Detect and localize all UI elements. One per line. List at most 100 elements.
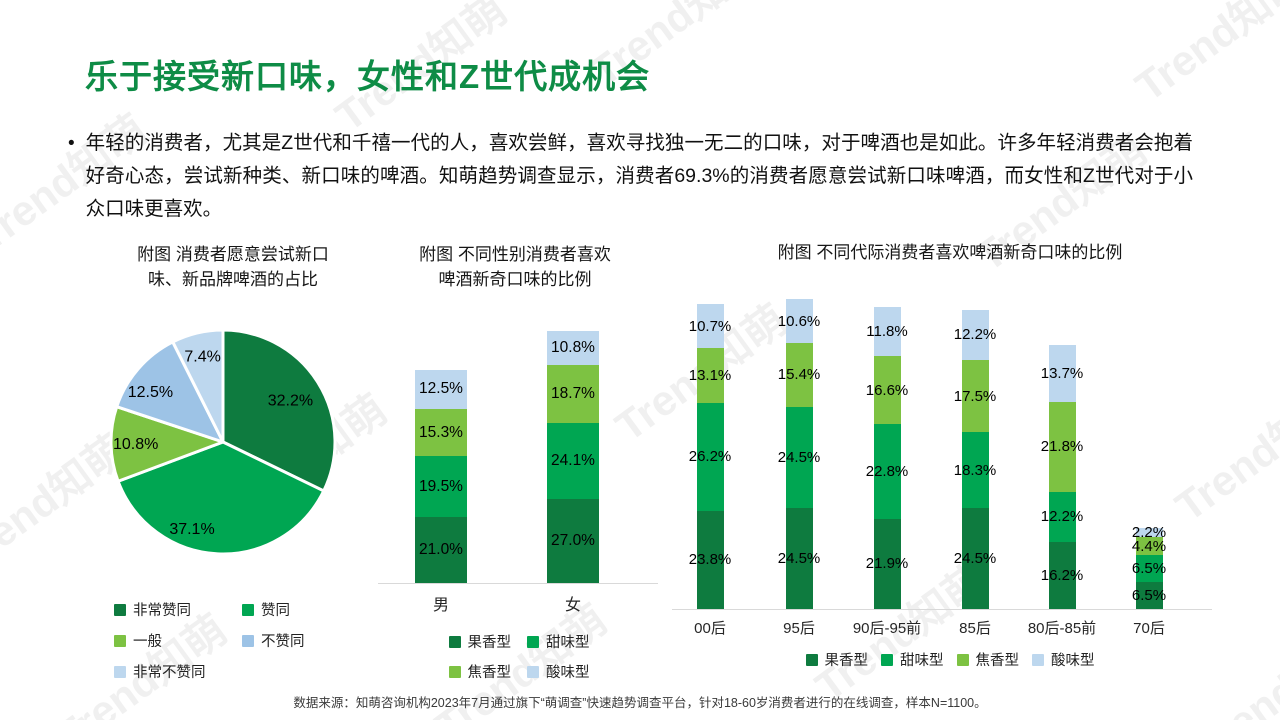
bar-value-label: 21.0%: [419, 541, 463, 559]
legend-marker: [527, 665, 539, 678]
legend-marker: [956, 653, 969, 666]
bar-segment: 24.5%: [778, 507, 820, 609]
bar-stack: 10.6% 15.4% 24.5% 24.5%: [778, 299, 820, 609]
bar-segment: 2.2%: [1132, 525, 1166, 540]
legend-marker: [448, 665, 461, 678]
legend-marker: [114, 634, 126, 647]
bar-value-label: 10.8%: [551, 339, 595, 357]
legend-label: 酸味型: [546, 665, 590, 681]
bar-value-label: 11.8%: [866, 322, 908, 340]
bar-stack: 12.2% 17.5% 18.3% 24.5%: [954, 309, 996, 609]
legend-label: 非常不赞同: [133, 665, 206, 681]
bar-segment: 24.5%: [778, 406, 820, 508]
bar-segment: 6.5%: [1132, 582, 1166, 609]
chart-title-line: 味、新品牌啤酒的占比: [148, 269, 318, 289]
bar-value-label: 27.0%: [551, 532, 595, 550]
chart-title-line: 啤酒新奇口味的比例: [438, 269, 592, 289]
bar-segment: 11.8%: [866, 307, 908, 356]
gender-chart: 12.5% 15.3% 19.5% 21.0% 男 10.8% 18.7% 24.1% 27.0…: [378, 324, 658, 614]
bar-segment: 12.2%: [1041, 491, 1083, 543]
bar-value-label: 24.1%: [551, 452, 595, 470]
legend-label: 甜味型: [900, 653, 944, 669]
bar-stack: 11.8% 16.6% 22.8% 21.9%: [866, 307, 908, 609]
bar-segment: 15.3%: [415, 408, 467, 457]
bar-segment: 19.5%: [415, 456, 467, 518]
pie-legend: 非常赞同 赞同 一般 不赞同 非常不赞同: [114, 599, 305, 682]
pie-value-label: 12.5%: [128, 384, 173, 401]
bar-segment: 24.5%: [954, 507, 996, 609]
bar-segment: 21.0%: [415, 517, 467, 583]
pie-value-label: 10.8%: [113, 436, 158, 453]
legend-item: 酸味型: [527, 661, 590, 682]
bullet-marker: •: [68, 133, 75, 154]
bar-segment: 12.5%: [415, 369, 467, 409]
bar-segment: 18.7%: [547, 364, 599, 424]
legend-marker: [242, 634, 254, 647]
category-label: 女: [564, 597, 581, 614]
legend-item: 不赞同: [242, 630, 305, 651]
pie-value-label: 7.4%: [184, 349, 220, 366]
generation-chart-title: 附图 不同代际消费者喜欢啤酒新奇口味的比例: [690, 241, 1210, 266]
bar-segment: 10.7%: [689, 304, 731, 349]
legend-item: 一般: [114, 630, 218, 651]
bar-value-label: 6.5%: [1131, 560, 1167, 578]
bar-value-label: 2.2%: [1131, 524, 1167, 542]
gender-chart-title: 附图 不同性别消费者喜欢 啤酒新奇口味的比例: [385, 243, 645, 292]
bar-value-label: 13.7%: [1040, 364, 1084, 382]
legend-label: 果香型: [467, 635, 512, 651]
category-label: 70后: [1133, 620, 1165, 637]
bar-value-label: 12.5%: [419, 380, 463, 398]
bar-segment: 16.6%: [866, 355, 908, 425]
legend-marker: [805, 653, 818, 666]
bar-value-label: 16.2%: [1040, 567, 1084, 585]
chart-title-line: 附图 不同性别消费者喜欢: [419, 245, 611, 264]
bar-value-label: 16.6%: [865, 381, 909, 399]
bar-segment: 12.2%: [954, 309, 996, 360]
legend-label: 焦香型: [975, 653, 1020, 669]
bar-segment: 13.1%: [689, 348, 731, 403]
bar-value-label: 10.6%: [777, 312, 821, 330]
bar-value-label: 24.5%: [777, 448, 821, 466]
bar-value-label: 6.5%: [1131, 587, 1167, 605]
bar-segment: 21.8%: [1041, 401, 1083, 492]
legend-marker: [114, 665, 126, 678]
bar-segment: 24.1%: [547, 423, 599, 499]
bar-segment: 22.8%: [866, 424, 908, 519]
legend-item: 焦香型: [956, 649, 1020, 670]
pie-value-label: 32.2%: [268, 392, 313, 409]
bar-value-label: 22.8%: [865, 462, 909, 480]
bar-value-label: 15.4%: [777, 366, 821, 384]
gender-legend: 果香型 甜味型 焦香型 酸味型: [403, 631, 635, 682]
legend-label: 不赞同: [261, 634, 305, 650]
page-title: 乐于接受新口味，女性和Z世代成机会: [85, 58, 651, 95]
legend-item: 非常赞同: [114, 599, 218, 620]
bar-stack: 13.7% 21.8% 12.2% 16.2%: [1041, 345, 1083, 609]
bar-segment: 13.7%: [1041, 345, 1083, 402]
bar-stack: 10.8% 18.7% 24.1% 27.0%: [547, 331, 599, 583]
bar-segment: 27.0%: [547, 498, 599, 583]
source-note: 数据来源：知萌咨询机构2023年7月通过旗下“萌调查”快速趋势调查平台，针对18…: [293, 696, 987, 710]
bar-value-label: 18.3%: [953, 461, 997, 479]
bar-value-label: 13.1%: [688, 366, 732, 384]
legend-label: 非常赞同: [133, 603, 191, 619]
bar-segment: 21.9%: [866, 518, 908, 609]
legend-marker: [881, 653, 893, 666]
pie-chart-title: 附图 消费者愿意尝试新口 味、新品牌啤酒的占比: [88, 243, 378, 292]
legend-item: 焦香型: [448, 661, 511, 682]
legend-marker: [114, 603, 126, 616]
legend-label: 果香型: [824, 653, 869, 669]
legend-marker: [242, 603, 254, 616]
legend-item: 果香型: [805, 649, 869, 670]
bar-value-label: 10.7%: [688, 317, 732, 335]
pie-slice: [116, 440, 326, 556]
category-label: 95后: [783, 620, 815, 637]
pie-chart: 32.2% 37.1% 10.8% 12.5% 7.4%: [109, 328, 337, 556]
chart-title-line: 附图 消费者愿意尝试新口: [137, 245, 329, 264]
bar-value-label: 18.7%: [551, 385, 595, 403]
bar-value-label: 23.8%: [688, 551, 732, 569]
pie-value-label: 37.1%: [169, 521, 214, 538]
legend-item: 酸味型: [1032, 649, 1095, 670]
legend-label: 一般: [133, 634, 162, 650]
legend-item: 甜味型: [527, 631, 590, 652]
